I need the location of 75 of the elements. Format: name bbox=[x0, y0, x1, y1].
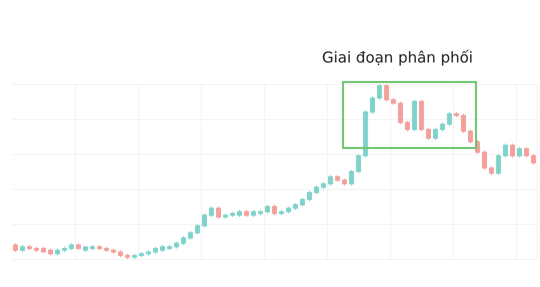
candlestick bbox=[279, 210, 284, 216]
candlestick bbox=[244, 210, 249, 218]
candlestick bbox=[405, 120, 410, 132]
candlestick bbox=[13, 242, 18, 252]
candlestick bbox=[496, 154, 501, 176]
candlestick bbox=[377, 84, 382, 100]
candlestick bbox=[83, 246, 88, 252]
candlestick bbox=[349, 169, 354, 186]
candlestick bbox=[342, 178, 347, 186]
candlestick bbox=[34, 246, 39, 252]
candlestick bbox=[468, 129, 473, 144]
candlestick bbox=[237, 210, 242, 218]
candlestick bbox=[412, 99, 417, 132]
candlestick bbox=[391, 98, 396, 106]
candlestick bbox=[356, 154, 361, 174]
candlestick bbox=[258, 210, 263, 216]
candlestick bbox=[62, 246, 67, 252]
candlestick bbox=[97, 244, 102, 251]
candlestick bbox=[447, 112, 452, 126]
candlestick bbox=[419, 99, 424, 132]
candlestick bbox=[517, 146, 522, 158]
candlestick bbox=[230, 211, 235, 218]
candlestick bbox=[531, 154, 536, 165]
candlestick bbox=[314, 185, 319, 195]
candlestick bbox=[153, 246, 158, 254]
text: Giai đoạn phân phối bbox=[322, 48, 473, 66]
candlestick bbox=[181, 236, 186, 246]
candlestick bbox=[286, 206, 291, 214]
candlestick bbox=[251, 210, 256, 218]
candlestick bbox=[223, 213, 228, 220]
candlestick bbox=[265, 204, 270, 214]
candlestick bbox=[216, 206, 221, 220]
candlestick bbox=[41, 246, 46, 252]
candlestick bbox=[461, 113, 466, 134]
candlestick bbox=[202, 213, 207, 228]
candlestick bbox=[440, 122, 445, 132]
candlestick bbox=[76, 242, 81, 251]
candlestick bbox=[139, 252, 144, 258]
candlestick bbox=[90, 244, 95, 251]
candlestick bbox=[146, 250, 151, 256]
candlestick bbox=[174, 241, 179, 249]
candlestick bbox=[160, 244, 165, 252]
candlestick bbox=[48, 248, 53, 256]
candlestick bbox=[482, 150, 487, 170]
candlestick bbox=[300, 197, 305, 207]
candlestick bbox=[454, 112, 459, 118]
candlestick bbox=[20, 244, 25, 252]
candlestick bbox=[489, 166, 494, 176]
candlestick bbox=[510, 143, 515, 158]
candlestick bbox=[524, 146, 529, 158]
candlestick bbox=[27, 244, 32, 251]
candlestick bbox=[398, 101, 403, 125]
candlestick bbox=[335, 174, 340, 182]
candlestick bbox=[111, 248, 116, 254]
candlestick bbox=[503, 143, 508, 158]
candlestick bbox=[307, 190, 312, 202]
candlestick bbox=[426, 127, 431, 140]
candlestick bbox=[104, 246, 109, 252]
candlestick bbox=[188, 230, 193, 240]
candlestick bbox=[272, 204, 277, 216]
candlestick bbox=[321, 182, 326, 190]
candlestick bbox=[293, 202, 298, 210]
candlestick bbox=[55, 248, 60, 256]
candlestick bbox=[433, 127, 438, 140]
candlestick bbox=[69, 242, 74, 251]
candlestick bbox=[167, 244, 172, 251]
candlestick bbox=[370, 96, 375, 114]
candlestick bbox=[132, 253, 137, 260]
candlestick bbox=[195, 224, 200, 235]
candlestick bbox=[363, 110, 368, 158]
candlestick bbox=[209, 206, 214, 218]
candlestick bbox=[125, 253, 130, 260]
candlestick bbox=[118, 250, 123, 258]
candlestick bbox=[328, 174, 333, 186]
candlestick bbox=[384, 84, 389, 102]
